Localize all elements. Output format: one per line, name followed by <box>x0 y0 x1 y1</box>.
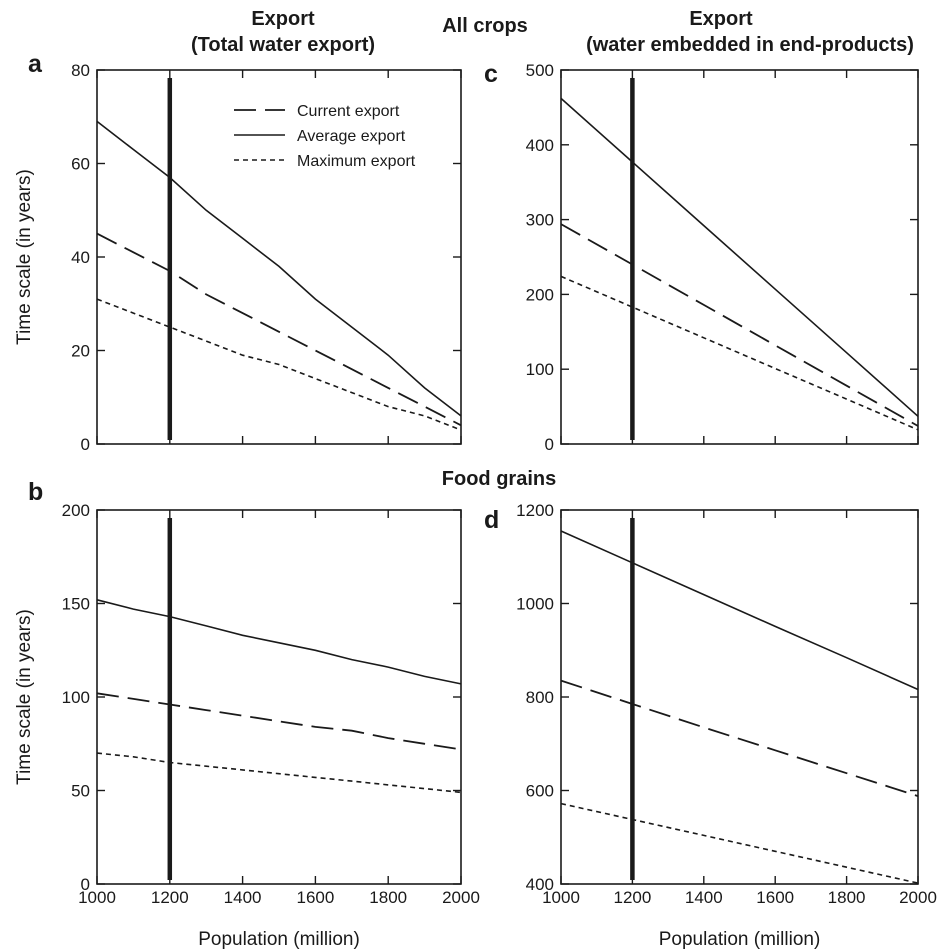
series-long-dash-d <box>560 679 919 797</box>
x-tick-label-d: 1000 <box>542 888 580 907</box>
panel-letter-d: d <box>484 506 499 534</box>
series-long-dash-b <box>96 692 462 751</box>
y-tick-label-b: 150 <box>62 595 90 614</box>
legend-label-solid: Average export <box>297 128 406 145</box>
y-tick-label-c: 400 <box>526 136 554 155</box>
y-tick-label-c: 200 <box>526 285 554 304</box>
x-tick-label-b: 1000 <box>78 888 116 907</box>
legend-label-long-dash: Current export <box>297 103 400 120</box>
x-tick-label-d: 1800 <box>828 888 866 907</box>
y-tick-label-a: 20 <box>71 342 90 361</box>
panel-d: d 400 600 800 1000 1200 1000 1200 1400 1600 1800 20… <box>484 501 937 950</box>
panel-a: a 0 20 40 60 80 Time scale (in years) <box>14 50 462 454</box>
heading-right-export-line2: (water embedded in end-products) <box>586 34 914 56</box>
y-tick-label-d: 1200 <box>516 501 554 520</box>
x-axis-title-d: Population (million) <box>659 929 821 950</box>
y-axis-title-b: Time scale (in years) <box>14 609 35 785</box>
x-tick-label-d: 1600 <box>756 888 794 907</box>
series-short-dash-d <box>560 802 919 884</box>
heading-food-grains: Food grains <box>442 468 556 490</box>
series-long-dash-a <box>96 232 462 427</box>
legend-label-short-dash: Maximum export <box>297 153 416 170</box>
y-tick-label-d: 600 <box>526 782 554 801</box>
series-solid-a <box>96 120 462 417</box>
plot-frame-b <box>96 509 462 885</box>
panel-letter-b: b <box>28 478 43 506</box>
y-tick-label-b: 100 <box>62 688 90 707</box>
x-tick-label-b: 1600 <box>296 888 334 907</box>
x-tick-label-b: 1800 <box>369 888 407 907</box>
y-tick-label-d: 400 <box>526 875 554 894</box>
series-solid-b <box>96 599 462 685</box>
plot-frame-a <box>96 69 462 445</box>
heading-right-export-line1: Export <box>689 8 753 30</box>
y-tick-label-c: 300 <box>526 211 554 230</box>
series-solid-c <box>560 97 919 417</box>
x-axis-title-b: Population (million) <box>198 929 360 950</box>
panel-b: b 0 50 100 150 200 1000 1200 1400 1600 1800 2000 Pop… <box>14 478 480 950</box>
x-tick-label-d: 1200 <box>613 888 651 907</box>
x-tick-label-b: 1400 <box>224 888 262 907</box>
x-tick-label-d: 2000 <box>899 888 937 907</box>
y-tick-label-c: 0 <box>545 435 554 454</box>
series-short-dash-a <box>96 298 462 431</box>
y-tick-label-d: 1000 <box>516 595 554 614</box>
y-tick-label-b: 200 <box>62 501 90 520</box>
y-tick-label-a: 40 <box>71 248 90 267</box>
y-tick-label-c: 500 <box>526 61 554 80</box>
heading-all-crops: All crops <box>442 15 528 37</box>
y-tick-label-b: 0 <box>81 875 90 894</box>
y-tick-label-a: 60 <box>71 155 90 174</box>
panel-c: c 0 100 200 300 400 500 <box>484 60 919 454</box>
x-tick-label-b: 1200 <box>151 888 189 907</box>
plot-frame-d <box>560 509 919 885</box>
series-short-dash-b <box>96 752 462 794</box>
x-tick-label-b: 2000 <box>442 888 480 907</box>
y-tick-label-b: 50 <box>71 782 90 801</box>
legend: Current export Average export Maximum expo… <box>234 103 416 170</box>
y-tick-label-a: 0 <box>81 435 90 454</box>
heading-left-export-line2: (Total water export) <box>191 34 375 56</box>
y-tick-label-a: 80 <box>71 61 90 80</box>
series-long-dash-c <box>560 223 919 427</box>
y-tick-label-d: 800 <box>526 688 554 707</box>
x-tick-label-d: 1400 <box>685 888 723 907</box>
panels: a 0 20 40 60 80 Time scale (in years) b 0 50 100 15… <box>14 50 937 950</box>
panel-letter-a: a <box>28 50 43 78</box>
y-tick-label-c: 100 <box>526 360 554 379</box>
series-solid-d <box>560 530 919 691</box>
plot-frame-c <box>560 69 919 445</box>
series-short-dash-c <box>560 275 919 431</box>
heading-left-export-line1: Export <box>251 8 315 30</box>
panel-letter-c: c <box>484 60 498 88</box>
y-axis-title-a: Time scale (in years) <box>14 169 35 345</box>
